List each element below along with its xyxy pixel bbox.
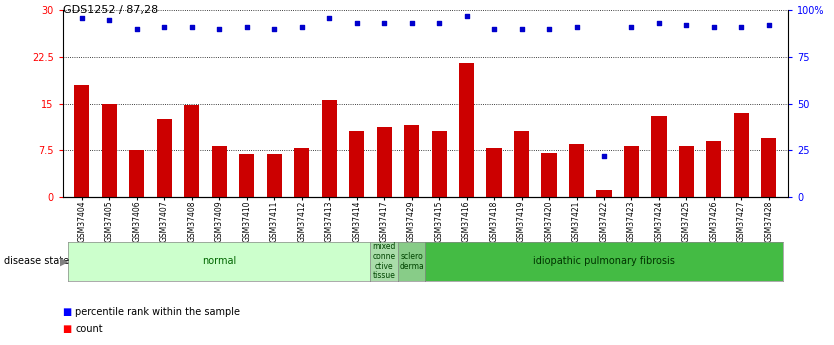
Bar [267, 155, 282, 197]
Bar [377, 127, 392, 197]
Bar [761, 138, 776, 197]
Text: normal: normal [202, 256, 236, 266]
Point [680, 22, 693, 28]
Text: ■: ■ [63, 325, 72, 334]
Text: mixed
conne
ctive
tissue: mixed conne ctive tissue [373, 242, 396, 280]
Bar [706, 141, 721, 197]
Point [432, 21, 445, 26]
Point [240, 24, 254, 30]
Bar [431, 131, 447, 197]
Text: idiopathic pulmonary fibrosis: idiopathic pulmonary fibrosis [533, 256, 675, 266]
Point [707, 24, 721, 30]
Bar [651, 116, 666, 197]
Point [460, 13, 473, 19]
Text: GDS1252 / 87,28: GDS1252 / 87,28 [63, 5, 158, 15]
Bar [596, 190, 611, 197]
Point [542, 26, 555, 32]
Bar [349, 131, 364, 197]
Bar [734, 113, 749, 197]
Bar [514, 131, 529, 197]
Point [597, 153, 610, 158]
Point [625, 24, 638, 30]
Point [185, 24, 198, 30]
Text: sclero
derma: sclero derma [399, 252, 424, 271]
Bar [459, 63, 474, 197]
Point [735, 24, 748, 30]
Bar [624, 146, 639, 197]
Text: disease state: disease state [4, 256, 69, 266]
Point [103, 17, 116, 22]
Bar [322, 100, 337, 197]
Text: ▶: ▶ [60, 256, 68, 266]
Text: percentile rank within the sample: percentile rank within the sample [75, 307, 240, 317]
Point [213, 26, 226, 32]
Point [570, 24, 583, 30]
Point [762, 22, 776, 28]
Bar [679, 146, 694, 197]
Point [378, 21, 391, 26]
Bar [102, 104, 117, 197]
Bar [569, 144, 584, 197]
Point [158, 24, 171, 30]
Point [487, 26, 500, 32]
Bar [74, 85, 89, 197]
Point [515, 26, 528, 32]
Point [130, 26, 143, 32]
Point [652, 21, 666, 26]
Point [295, 24, 309, 30]
Bar [294, 148, 309, 197]
Text: count: count [75, 325, 103, 334]
Bar [129, 150, 144, 197]
Point [405, 21, 419, 26]
Point [75, 15, 88, 21]
Point [350, 21, 364, 26]
Text: ■: ■ [63, 307, 72, 317]
Bar [239, 155, 254, 197]
Bar [157, 119, 172, 197]
Bar [541, 153, 556, 197]
Bar [404, 125, 420, 197]
Bar [184, 105, 199, 197]
Bar [486, 148, 501, 197]
Point [268, 26, 281, 32]
Bar [212, 146, 227, 197]
Point [323, 15, 336, 21]
